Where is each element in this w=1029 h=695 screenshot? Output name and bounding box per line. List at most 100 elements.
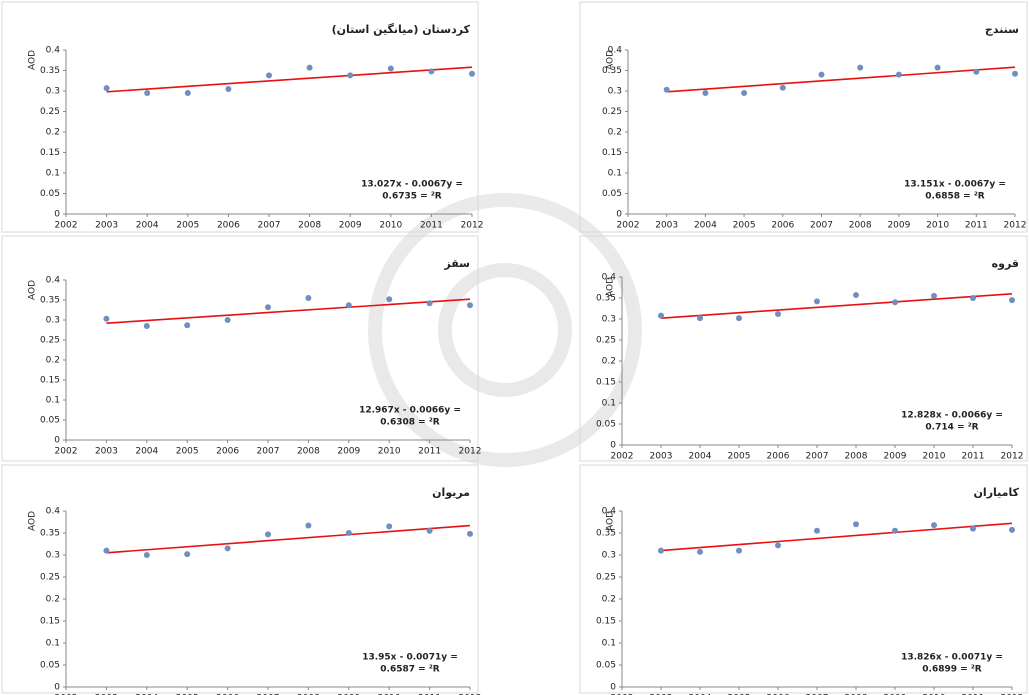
x-tick-label: 2011 xyxy=(418,694,441,695)
x-tick-label: 2008 xyxy=(849,221,872,231)
data-point xyxy=(895,71,902,78)
x-tick-label: 2003 xyxy=(95,221,118,231)
x-tick-label: 2010 xyxy=(378,694,401,695)
data-point xyxy=(305,522,312,529)
x-tick-label: 2005 xyxy=(728,452,751,462)
y-tick-label: 0.4 xyxy=(602,507,617,517)
y-tick-label: 0.2 xyxy=(46,356,60,366)
chart-title: سقز xyxy=(443,257,470,270)
y-tick-label: 0.1 xyxy=(46,639,60,649)
y-tick-label: 0.4 xyxy=(608,46,623,56)
y-tick-label: 0.4 xyxy=(602,273,617,283)
x-tick-label: 2003 xyxy=(650,694,673,695)
x-tick-label: 2003 xyxy=(650,452,673,462)
y-tick-label: 0 xyxy=(610,441,616,451)
data-point xyxy=(265,304,271,311)
data-point xyxy=(697,315,703,322)
data-point xyxy=(345,302,352,309)
x-tick-label: 2007 xyxy=(806,694,829,695)
y-tick-label: 0.2 xyxy=(602,357,616,367)
x-tick-label: 2009 xyxy=(339,221,362,231)
watermark xyxy=(368,193,642,467)
chart-title: قروه xyxy=(992,257,1019,270)
equation-label: 0.6735 = ²R xyxy=(382,192,441,202)
x-tick-label: 2011 xyxy=(965,221,988,231)
trend-line xyxy=(106,524,471,554)
x-tick-label: 2009 xyxy=(337,447,360,457)
data-point xyxy=(386,523,393,530)
equation-label: 0.6308 = ²R xyxy=(380,418,439,428)
x-tick-label: 2012 xyxy=(459,447,482,457)
x-tick-label: 2008 xyxy=(297,447,320,457)
x-tick-label: 2010 xyxy=(923,452,946,462)
equation-label: 0.6587 = ²R xyxy=(380,665,439,675)
data-point xyxy=(814,527,820,534)
data-point xyxy=(775,310,781,317)
data-point xyxy=(892,527,898,534)
data-point xyxy=(697,548,703,555)
x-tick-label: 2008 xyxy=(845,694,868,695)
x-tick-label: 2011 xyxy=(962,452,985,462)
x-tick-label: 2002 xyxy=(617,221,640,231)
x-tick-label: 2009 xyxy=(887,221,910,231)
y-axis-label: AOD xyxy=(28,50,38,70)
x-tick-label: 2012 xyxy=(1001,694,1024,695)
x-tick-label: 2007 xyxy=(257,447,280,457)
x-tick-label: 2009 xyxy=(884,452,907,462)
panel-border xyxy=(579,464,1028,694)
trend-line xyxy=(106,298,471,324)
y-tick-label: 0.3 xyxy=(602,315,616,325)
data-point xyxy=(775,542,781,549)
x-tick-label: 2011 xyxy=(962,694,985,695)
y-tick-label: 0.1 xyxy=(46,396,60,406)
y-tick-label: 0.1 xyxy=(608,169,622,179)
data-point xyxy=(143,323,150,329)
y-tick-label: 0.15 xyxy=(40,376,60,386)
data-point xyxy=(305,295,312,301)
data-point xyxy=(225,85,232,92)
data-point xyxy=(658,547,664,554)
x-tick-label: 2012 xyxy=(461,221,484,231)
y-tick-label: 0.05 xyxy=(596,420,616,430)
x-tick-label: 2002 xyxy=(55,694,78,695)
x-tick-label: 2003 xyxy=(655,221,678,231)
y-tick-label: 0.35 xyxy=(40,296,60,306)
x-tick-label: 2011 xyxy=(418,447,441,457)
x-tick-label: 2006 xyxy=(216,694,239,695)
chart-panel: کردستان (میانگین استان) AOD 0 0.05 0.1 0.15 0.… xyxy=(1,1,484,233)
y-tick-label: 0.3 xyxy=(46,316,60,326)
x-tick-label: 2006 xyxy=(217,221,240,231)
data-point xyxy=(428,68,435,75)
data-point xyxy=(970,525,976,532)
y-tick-label: 0.25 xyxy=(596,573,616,583)
y-tick-label: 0.35 xyxy=(596,529,616,539)
equation-label: 12.967x - 0.0066y = xyxy=(359,406,461,416)
y-tick-label: 0.1 xyxy=(602,399,616,409)
y-tick-label: 0.25 xyxy=(40,107,60,117)
y-tick-label: 0 xyxy=(54,436,60,446)
y-tick-label: 0.05 xyxy=(596,661,616,671)
data-point xyxy=(973,68,980,75)
x-tick-label: 2004 xyxy=(694,221,717,231)
data-point xyxy=(224,317,231,323)
chart-panel: سنندج AOD 0 0.05 0.1 0.15 0.2 0.25 0.3 0.35 0.4 200… xyxy=(579,1,1028,233)
y-tick-label: 0.05 xyxy=(602,189,622,199)
y-tick-label: 0.2 xyxy=(46,128,60,138)
chart-title: مریوان xyxy=(432,486,470,499)
chart-panel: قروه AOD 0 0.05 0.1 0.15 0.2 0.25 0.3 0.35 0.4 2002… xyxy=(579,235,1028,462)
y-tick-label: 0.1 xyxy=(46,169,60,179)
y-tick-label: 0.15 xyxy=(40,617,60,627)
data-point xyxy=(184,322,191,329)
y-tick-label: 0.05 xyxy=(40,416,60,426)
y-tick-label: 0 xyxy=(616,210,622,220)
data-point xyxy=(387,65,394,72)
panel-border xyxy=(1,464,479,694)
data-point xyxy=(853,521,859,528)
x-tick-label: 2006 xyxy=(767,452,790,462)
y-tick-label: 0.2 xyxy=(46,595,60,605)
y-tick-label: 0.35 xyxy=(40,529,60,539)
x-tick-label: 2004 xyxy=(135,447,158,457)
data-point xyxy=(663,86,670,93)
y-tick-label: 0.3 xyxy=(602,551,616,561)
